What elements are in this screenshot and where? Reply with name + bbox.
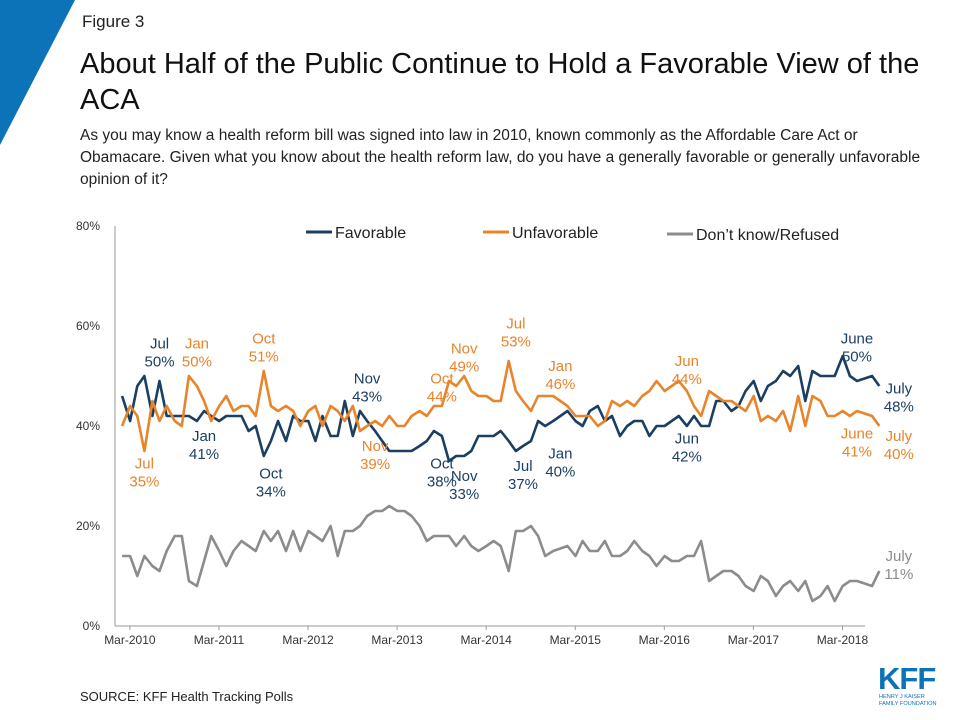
x-tick-label: Mar-2010: [104, 633, 156, 647]
chart-title: About Half of the Public Continue to Hol…: [80, 48, 920, 116]
legend-favorable-label: Favorable: [335, 225, 406, 242]
dont-know-line: [122, 504, 881, 603]
y-tick-label: 40%: [76, 419, 100, 433]
kff-logo-line1: HENRY J KAISER: [879, 694, 925, 700]
x-tick-label: Mar-2018: [817, 633, 869, 647]
legend-dont-know-label: Don’t know/Refused: [696, 227, 839, 244]
data-label: July 40%: [884, 428, 914, 463]
y-tick-label: 20%: [76, 519, 100, 533]
corner-accent: [0, 0, 75, 145]
data-label: Jul 35%: [129, 456, 159, 491]
x-tick-label: Mar-2012: [282, 633, 334, 647]
kff-logo-line2: FAMILY FOUNDATION: [879, 701, 937, 707]
data-label: July 48%: [884, 381, 914, 416]
data-label: Jul 37%: [508, 458, 538, 493]
x-tick-label: Mar-2013: [371, 633, 423, 647]
x-tick-label: Mar-2014: [460, 633, 512, 647]
data-label: June 41%: [841, 426, 874, 461]
data-label: Oct 51%: [249, 331, 279, 366]
data-label: Nov 43%: [352, 371, 382, 406]
kff-logo-word: KFF: [878, 661, 935, 696]
data-label: Jul 50%: [145, 336, 175, 371]
source-note: SOURCE: KFF Health Tracking Polls: [80, 689, 294, 704]
x-tick-label: Mar-2017: [728, 633, 780, 647]
data-label: Jun 44%: [672, 353, 702, 388]
data-label: Nov 49%: [449, 341, 479, 376]
data-label: Jan 46%: [545, 358, 575, 393]
unfavorable-line: [120, 359, 881, 453]
favorable-line: [120, 354, 881, 463]
kff-logo: KFF HENRY J KAISER FAMILY FOUNDATION: [878, 661, 937, 707]
y-tick-label: 0%: [83, 619, 101, 633]
chart-subtitle: As you may know a health reform bill was…: [80, 127, 921, 188]
x-tick-label: Mar-2015: [550, 633, 602, 647]
data-label: Nov 39%: [360, 438, 390, 473]
data-label: Oct 44%: [427, 371, 457, 406]
y-tick-label: 80%: [76, 219, 100, 233]
figure-label: Figure 3: [82, 12, 145, 31]
data-label: Jun 42%: [672, 431, 702, 466]
data-label: Jan 50%: [182, 336, 212, 371]
y-tick-label: 60%: [76, 319, 100, 333]
x-tick-label: Mar-2011: [194, 633, 245, 647]
data-label: Nov 33%: [449, 468, 479, 503]
data-label: Jan 41%: [189, 428, 219, 463]
data-label: Jan 40%: [545, 446, 575, 481]
data-label: July 11%: [884, 548, 913, 583]
data-label: June 50%: [841, 331, 874, 366]
data-label: Oct 38%: [427, 456, 457, 491]
legend-unfavorable-label: Unfavorable: [512, 225, 598, 242]
data-label: Oct 34%: [256, 466, 286, 501]
data-label: Jul 53%: [501, 316, 531, 351]
x-tick-label: Mar-2016: [639, 633, 691, 647]
